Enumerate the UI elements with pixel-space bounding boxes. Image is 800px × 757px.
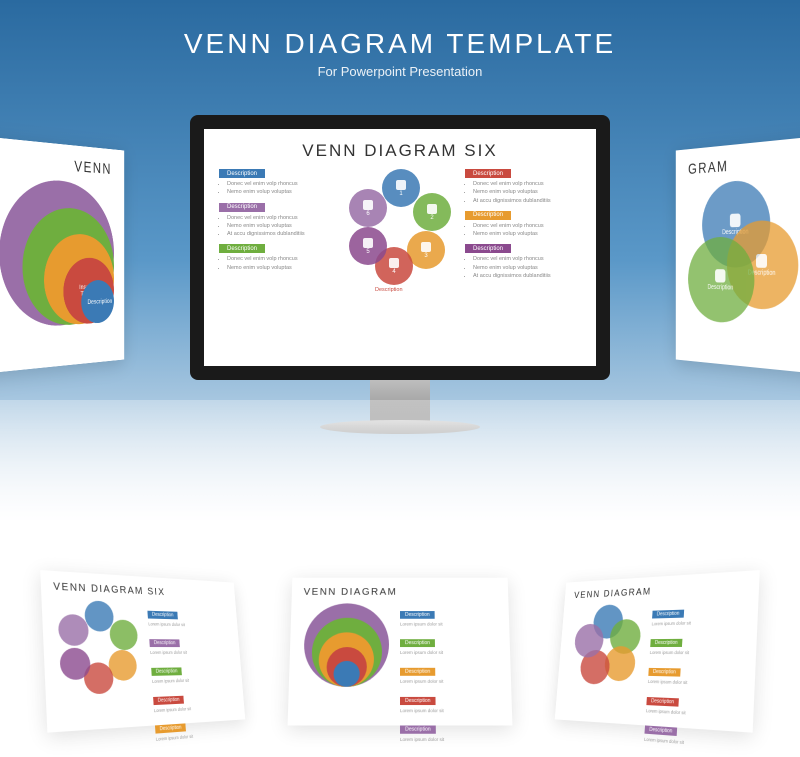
right-descriptions: DescriptionDonec vel enim volp rhoncusNe…: [465, 169, 581, 299]
monitor-stand: [370, 378, 430, 428]
hero-title: VENN DIAGRAM TEMPLATE: [0, 28, 800, 60]
thumbnail-row: VENN DIAGRAM SIXDescriptionLorem ipsum d…: [0, 555, 800, 750]
venn3-viz: DescriptionDescriptionDescription: [683, 176, 800, 340]
hero-subtitle: For Powerpoint Presentation: [0, 64, 800, 79]
monitor-screen: VENN DIAGRAM SIX DescriptionDonec vel en…: [190, 115, 610, 380]
hero-section: VENN DIAGRAM TEMPLATE For Powerpoint Pre…: [0, 0, 800, 520]
right-slide-title: GRAM: [676, 127, 800, 185]
right-perspective-slide: GRAM DescriptionDescriptionDescription: [676, 127, 800, 383]
monitor-mockup: VENN DIAGRAM SIX DescriptionDonec vel en…: [190, 115, 610, 428]
thumbnail-slide: VENN DIAGRAMDescriptionLorem ipsum dolor…: [288, 578, 513, 726]
ring-diagram: 123456Description: [345, 169, 455, 299]
hero-title-block: VENN DIAGRAM TEMPLATE For Powerpoint Pre…: [0, 0, 800, 79]
nested-circles-viz: Insert YourText HereInsert YourText Here…: [0, 176, 117, 340]
thumbnail-slide: VENN DIAGRAM SIXDescriptionLorem ipsum d…: [40, 570, 245, 733]
left-slide-title: VENN: [0, 127, 124, 185]
left-perspective-slide: VENN Insert YourText HereInsert YourText…: [0, 127, 124, 383]
left-descriptions: DescriptionDonec vel enim volp rhoncusNe…: [219, 169, 335, 299]
slide-content: DescriptionDonec vel enim volp rhoncusNe…: [204, 169, 596, 299]
thumbnail-slide: VENN DIAGRAMDescriptionLorem ipsum dolor…: [555, 570, 760, 733]
slide-title: VENN DIAGRAM SIX: [204, 129, 596, 169]
monitor-slide: VENN DIAGRAM SIX DescriptionDonec vel en…: [204, 129, 596, 366]
